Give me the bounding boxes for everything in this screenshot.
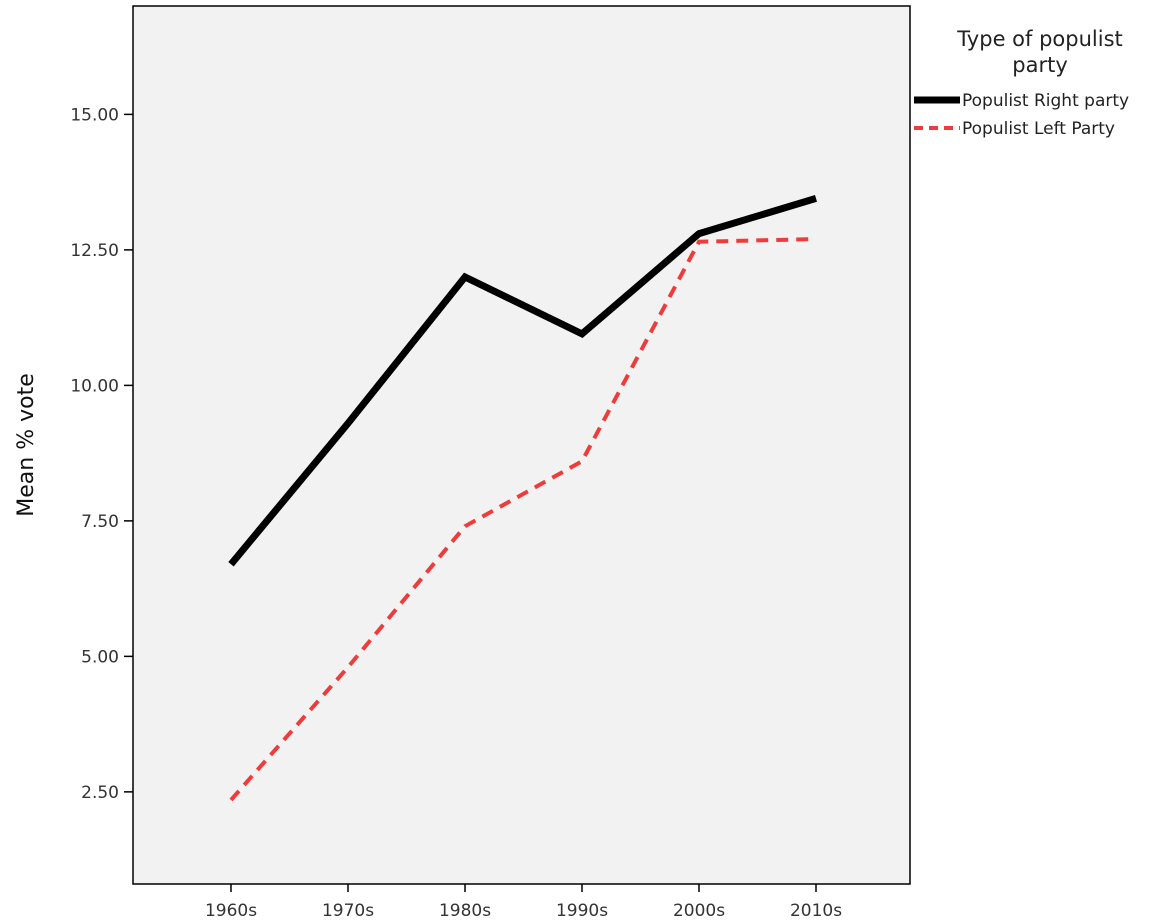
series-lines — [228, 195, 818, 802]
y-tick-label: 10.00 — [70, 376, 119, 396]
x-tick-label: 1970s — [322, 901, 374, 921]
x-tick-label: 1990s — [556, 901, 608, 921]
legend-label: Populist Right party — [962, 91, 1129, 111]
x-tick-label: 2010s — [790, 901, 842, 921]
x-tick-label: 1960s — [205, 901, 257, 921]
y-tick-label: 15.00 — [70, 105, 119, 125]
series-line-populist-left — [229, 237, 817, 802]
plot-area — [132, 5, 911, 885]
x-tick-label: 1980s — [439, 901, 491, 921]
x-axis: 1960s 1970s 1980s 1990s 2000s 2010s — [205, 884, 842, 921]
y-tick-label: 2.50 — [81, 783, 119, 803]
legend: Type of populist party Populist Right pa… — [914, 27, 1129, 139]
y-tick-label: 5.00 — [81, 647, 119, 667]
y-tick-label: 12.50 — [70, 241, 119, 261]
y-axis: 2.50 5.00 7.50 10.00 12.50 15.00 — [70, 105, 133, 803]
legend-title-line2: party — [1012, 53, 1068, 77]
legend-label: Populist Left Party — [962, 119, 1115, 139]
y-axis-title: Mean % vote — [14, 373, 39, 516]
legend-title-line1: Type of populist — [956, 27, 1123, 51]
series-line-populist-right — [228, 195, 818, 567]
x-tick-label: 2000s — [673, 901, 725, 921]
y-tick-label: 7.50 — [81, 512, 119, 532]
